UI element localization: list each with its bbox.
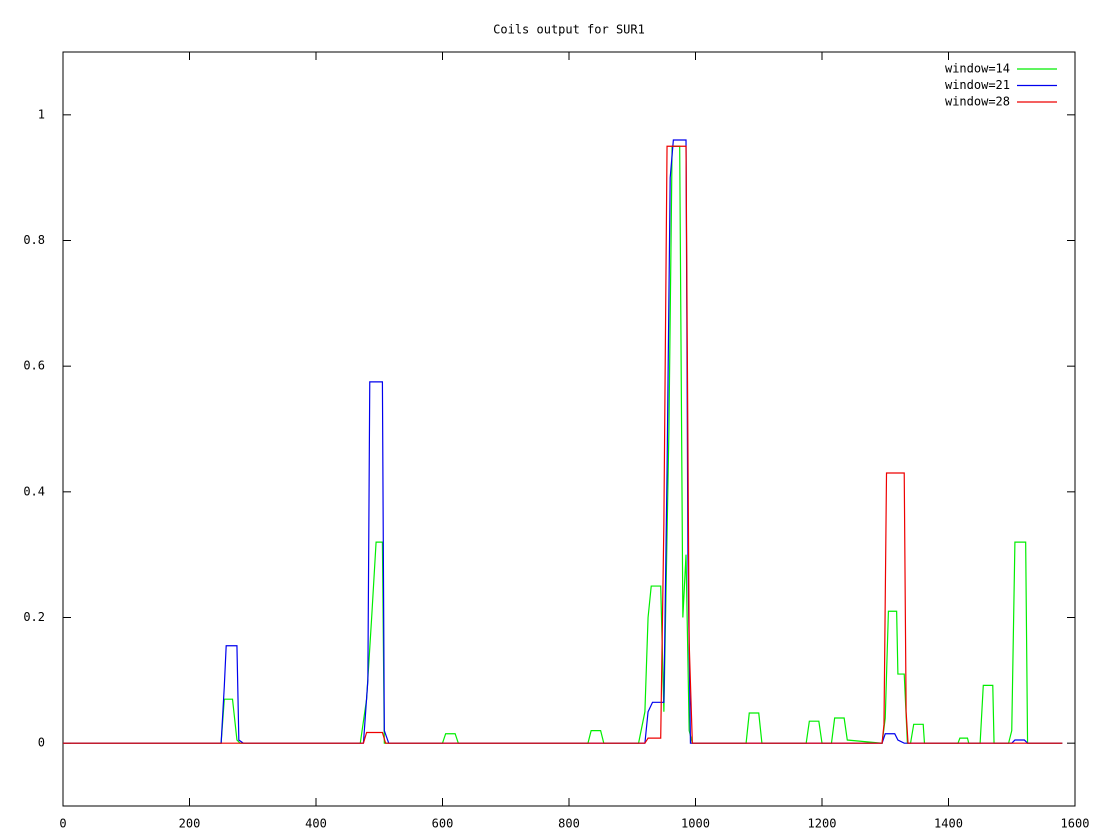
x-tick-label: 1000 — [681, 817, 710, 831]
x-tick-label: 800 — [558, 817, 580, 831]
chart-title: Coils output for SUR1 — [493, 23, 645, 37]
x-tick-label: 200 — [179, 817, 201, 831]
y-tick-label: 0.4 — [23, 484, 45, 498]
x-tick-label: 600 — [432, 817, 454, 831]
series-line — [63, 139, 1063, 744]
x-tick-label: 1400 — [934, 817, 963, 831]
y-tick-label: 1 — [38, 107, 45, 121]
legend-label: window=14 — [945, 62, 1010, 76]
plot-frame — [62, 51, 1076, 807]
x-tick-label: 0 — [59, 817, 66, 831]
series-line — [63, 145, 1063, 744]
x-tick-label: 400 — [305, 817, 327, 831]
y-tick-label: 0.2 — [23, 610, 45, 624]
series-line — [63, 145, 1063, 744]
x-tick-label: 1200 — [808, 817, 837, 831]
legend-label: window=28 — [945, 95, 1010, 109]
y-tick-label: 0.8 — [23, 233, 45, 247]
y-tick-label: 0.6 — [23, 359, 45, 373]
y-tick-label: 0 — [38, 736, 45, 750]
x-tick-label: 1600 — [1061, 817, 1090, 831]
legend-label: window=21 — [945, 78, 1010, 92]
